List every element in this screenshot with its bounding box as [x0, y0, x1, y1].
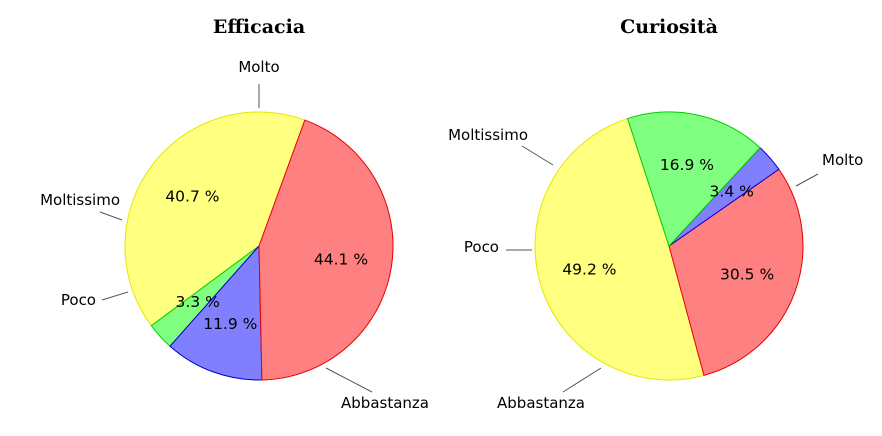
chart-title: Efficacia: [213, 16, 305, 38]
pie-slice-moltissimo: [626, 111, 761, 247]
pie-chart-curiosita: Curiosità 49.2 % Molto 30.5 % Abbastanza 3.4…: [448, 16, 863, 412]
leader-line: [99, 211, 123, 221]
pie-slice-molto: [534, 117, 705, 381]
pie-slice-abbastanza: [668, 168, 804, 376]
slice-category-label: Poco: [464, 238, 499, 256]
slice-percent-label: 40.7 %: [165, 187, 219, 205]
pie-slices: [124, 111, 394, 381]
pie-slice-poco: [169, 244, 263, 381]
slice-percent-label: 49.2 %: [562, 261, 616, 279]
pie-slice-molto: [124, 111, 306, 327]
slice-percent-label: 44.1 %: [314, 251, 368, 269]
slice-category-label: Abbastanza: [497, 394, 585, 412]
chart-title: Curiosità: [620, 16, 718, 38]
slice-category-label: Abbastanza: [341, 394, 429, 412]
slice-percent-label: 16.9 %: [660, 156, 714, 174]
pie-slice-abbastanza: [258, 119, 394, 381]
leader-line: [562, 367, 602, 393]
slice-category-label: Molto: [822, 151, 863, 169]
pie-labels: 49.2 % Molto 30.5 % Abbastanza 3.4 % Poco 16.9…: [448, 126, 863, 412]
leader-line: [101, 291, 129, 301]
leader-line: [521, 145, 554, 166]
slice-category-label: Moltissimo: [448, 126, 528, 144]
pie-chart-efficacia: Efficacia 40.7 % Molto 3.3 % Moltissimo 11.9…: [40, 16, 429, 412]
pie-labels: 40.7 % Molto 3.3 % Moltissimo 11.9 % Poco 44.1…: [40, 58, 429, 412]
slice-percent-label: 30.5 %: [720, 265, 774, 283]
pie-slices: [534, 111, 804, 381]
leader-line: [795, 173, 819, 187]
slice-category-label: Molto: [238, 58, 279, 76]
slice-category-label: Moltissimo: [40, 191, 120, 209]
slice-percent-label: 11.9 %: [203, 315, 257, 333]
slice-percent-label: 3.4 %: [710, 183, 754, 201]
leader-line: [325, 367, 373, 393]
slice-category-label: Poco: [61, 291, 96, 309]
slice-percent-label: 3.3 %: [176, 293, 220, 311]
